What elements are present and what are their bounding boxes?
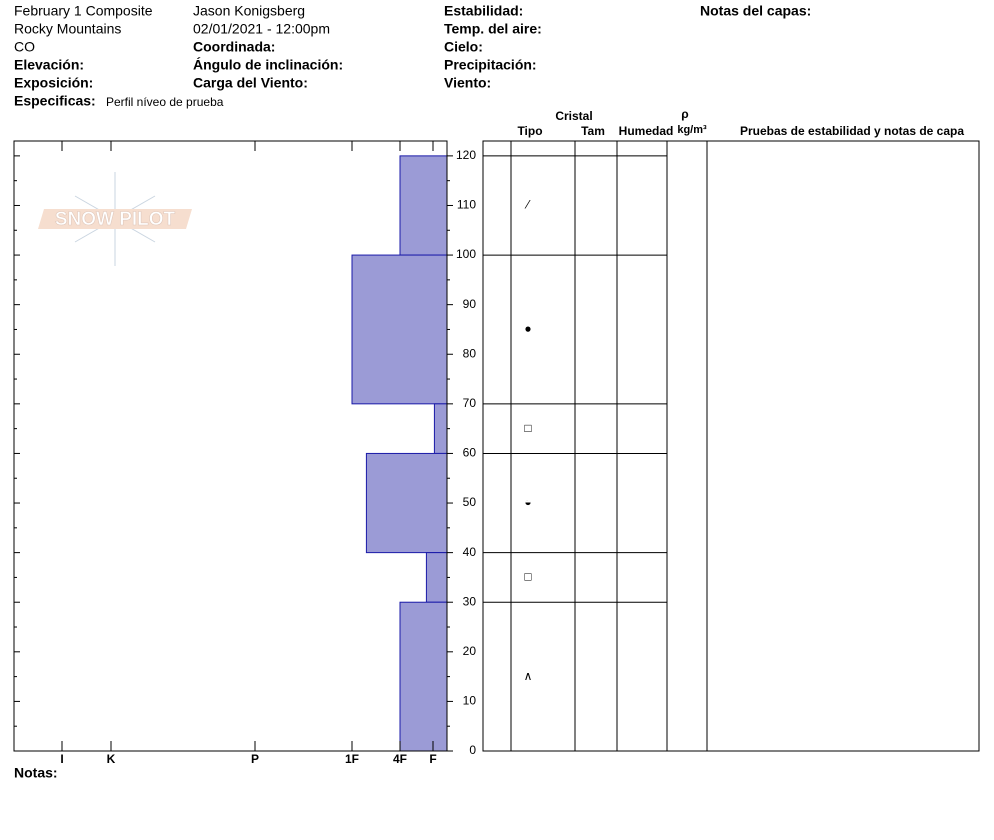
y-tick-label: 110	[457, 198, 476, 212]
y-tick-label: 40	[463, 545, 477, 559]
y-tick-label: 10	[463, 694, 477, 708]
column-header: ρ	[681, 107, 688, 121]
hardness-bar	[433, 403, 448, 454]
hardness-bar	[365, 452, 448, 554]
label: Precipitación:	[444, 57, 537, 73]
column-header: Tipo	[517, 124, 542, 138]
y-tick-label: 120	[456, 148, 476, 162]
grain-type: ◒	[524, 495, 531, 509]
title: February 1 Composite	[14, 3, 153, 19]
grain-type: □	[524, 570, 531, 584]
grain-type: ●	[524, 322, 531, 336]
hardness-bar	[425, 552, 448, 603]
logo-text: SNOW PILOT	[55, 209, 176, 230]
y-tick-label: 20	[463, 644, 477, 658]
logo: SNOW PILOT	[38, 172, 192, 266]
y-tick-label: 0	[469, 743, 476, 757]
y-tick-label: 70	[463, 396, 477, 410]
label: Notas:	[14, 765, 58, 781]
label: Ángulo de inclinación:	[193, 57, 343, 73]
label: Cielo:	[444, 39, 483, 55]
x-tick-label: K	[107, 752, 116, 766]
range: Rocky Mountains	[14, 21, 121, 37]
observer: Jason Konigsberg	[193, 3, 305, 19]
hardness-bar	[399, 155, 448, 256]
grain-type: ∧	[524, 669, 533, 683]
table-frame	[482, 140, 980, 752]
column-header: Cristal	[555, 109, 592, 123]
y-tick-label: 30	[463, 594, 477, 608]
label: Carga del Viento:	[193, 75, 308, 91]
grain-type: ⁄	[524, 198, 531, 212]
plot-frame	[13, 140, 448, 752]
x-tick-label: I	[60, 752, 63, 766]
x-tick-label: 4F	[393, 752, 407, 766]
datetime: 02/01/2021 - 12:00pm	[193, 21, 330, 37]
state: CO	[14, 39, 35, 55]
label: Coordinada:	[193, 39, 275, 55]
grain-type: □	[524, 421, 531, 435]
label: Estabilidad:	[444, 3, 523, 19]
label: Temp. del aire:	[444, 21, 542, 37]
column-header: Humedad	[619, 124, 674, 138]
y-tick-label: 100	[456, 247, 476, 261]
x-tick-label: 1F	[345, 752, 359, 766]
y-tick-label: 50	[463, 495, 477, 509]
hardness-bar	[351, 254, 448, 405]
y-tick-label: 80	[463, 346, 477, 360]
hardness-bar	[399, 601, 448, 752]
label: Especificas:	[14, 93, 96, 109]
x-tick-label: P	[251, 752, 259, 766]
column-header: Pruebas de estabilidad y notas de capa	[740, 124, 964, 138]
x-tick-label: F	[429, 752, 436, 766]
y-tick-label: 60	[463, 446, 477, 460]
label: Viento:	[444, 75, 491, 91]
y-tick-label: 90	[463, 297, 477, 311]
label: Notas del capas:	[700, 3, 811, 19]
value: Perfil níveo de prueba	[106, 95, 224, 109]
column-header: kg/m³	[677, 124, 707, 136]
column-header: Tam	[581, 124, 605, 138]
label: Elevación:	[14, 57, 84, 73]
label: Exposición:	[14, 75, 93, 91]
